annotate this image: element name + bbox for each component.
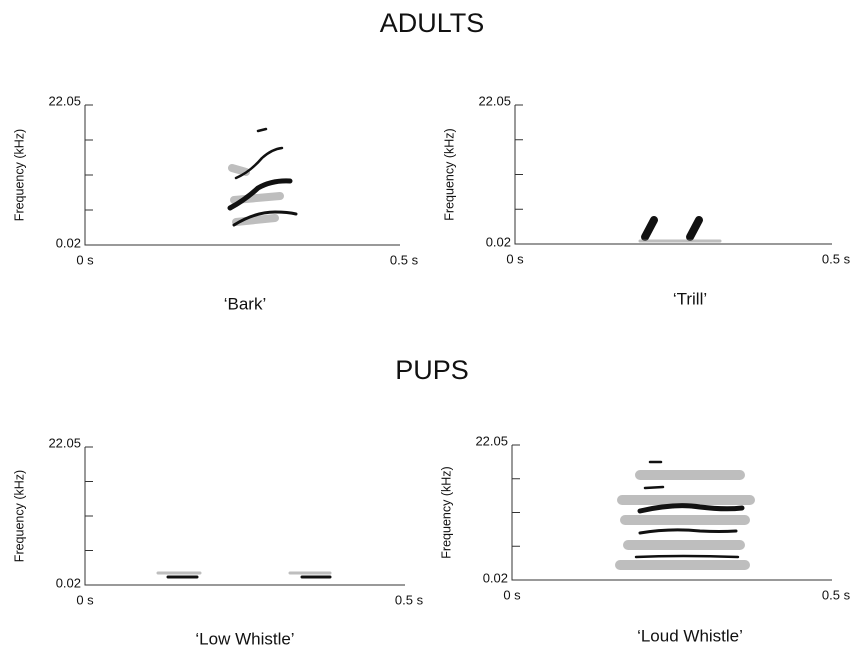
y-tick-label: 22.05 (475, 433, 508, 448)
y-axis-label: Frequency (kHz) (12, 129, 26, 221)
section-title: PUPS (395, 355, 469, 385)
panel-caption: ‘Low Whistle’ (195, 629, 294, 648)
y-tick-label: 22.05 (48, 93, 81, 108)
y-axis-label: Frequency (kHz) (439, 466, 453, 558)
x-tick-label: 0.5 s (822, 587, 851, 602)
panel-caption: ‘Trill’ (673, 289, 707, 308)
x-tick-label: 0.5 s (822, 251, 851, 266)
trill-spectrogram (640, 220, 720, 241)
y-tick-label: 22.05 (478, 93, 511, 108)
spectrogram-trace (640, 506, 742, 511)
axis-line (515, 105, 832, 244)
x-tick-label: 0.5 s (395, 592, 424, 607)
axis-line (512, 445, 832, 580)
spectrogram-trace (640, 530, 736, 533)
spectrogram-trace (236, 148, 282, 178)
spectrogram-trace (645, 220, 654, 237)
spectrogram-trace (690, 220, 699, 237)
bark-spectrogram (230, 129, 296, 225)
loud-whistle-spectrogram (620, 462, 750, 565)
y-tick-label: 0.02 (56, 235, 81, 250)
y-axis-label: Frequency (kHz) (12, 470, 26, 562)
y-tick-label: 0.02 (483, 570, 508, 585)
spectrogram-noise (620, 475, 750, 565)
axis-line (85, 447, 405, 585)
panel-caption: ‘Loud Whistle’ (637, 626, 743, 645)
y-axis-label: Frequency (kHz) (442, 128, 456, 220)
section-title: ADULTS (380, 8, 485, 38)
y-tick-label: 22.05 (48, 435, 81, 450)
panel-caption: ‘Bark’ (224, 294, 267, 313)
x-tick-label: 0.5 s (390, 252, 419, 267)
x-tick-label: 0 s (506, 251, 524, 266)
low-whistle-spectrogram (158, 573, 330, 577)
spectrogram-trace (645, 487, 663, 488)
spectrogram-trace (258, 129, 266, 131)
y-tick-label: 0.02 (486, 234, 511, 249)
y-tick-label: 0.02 (56, 575, 81, 590)
x-tick-label: 0 s (76, 252, 94, 267)
spectrogram-trace (636, 556, 738, 557)
figure: ADULTS 22.05 0.02 0 s 0.5 s Frequency (kHz) ‘B… (0, 0, 859, 650)
x-tick-label: 0 s (503, 587, 521, 602)
x-tick-label: 0 s (76, 592, 94, 607)
